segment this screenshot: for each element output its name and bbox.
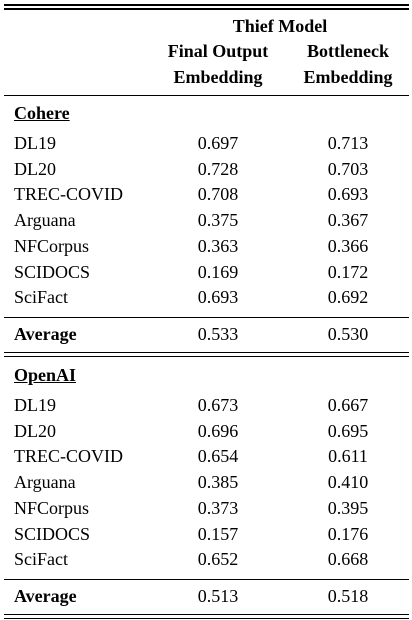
average-value: 0.530: [327, 323, 369, 344]
cell-value: 0.176: [327, 523, 369, 544]
cell-value: 0.697: [197, 133, 239, 153]
row-label: NFCorpus: [14, 235, 90, 256]
cell-value: 0.728: [197, 158, 239, 179]
row-label: DL20: [14, 158, 56, 179]
row-label: DL20: [14, 420, 56, 441]
cell-value: 0.693: [327, 184, 369, 205]
cell-value: 0.695: [327, 420, 369, 441]
group-header: Thief Model: [232, 16, 328, 36]
cell-value: 0.157: [197, 523, 239, 544]
row-label: SciFact: [14, 549, 68, 570]
row-label: TREC-COVID: [14, 446, 123, 467]
cell-value: 0.611: [328, 446, 368, 467]
cell-value: 0.667: [327, 395, 369, 415]
row-label: SCIDOCS: [14, 523, 91, 544]
row-label: Arguana: [14, 210, 76, 231]
cell-value: 0.654: [197, 446, 239, 467]
cell-value: 0.713: [327, 133, 369, 153]
cell-value: 0.673: [197, 395, 239, 415]
cell-value: 0.366: [327, 235, 369, 256]
rule: [4, 578, 409, 580]
average-label: Average: [14, 585, 77, 606]
average-value: 0.513: [197, 585, 239, 606]
cell-value: 0.703: [327, 158, 369, 179]
cell-value: 0.668: [327, 549, 369, 570]
cell-value: 0.363: [197, 235, 239, 256]
row-label: SCIDOCS: [14, 261, 91, 282]
rule: [4, 617, 409, 620]
rule: [4, 316, 409, 318]
average-label: Average: [14, 323, 77, 344]
average-value: 0.533: [197, 323, 239, 344]
rule: [4, 95, 409, 96]
rule: [4, 351, 409, 354]
cell-value: 0.410: [327, 472, 369, 493]
row-label: SciFact: [14, 287, 68, 308]
average-value: 0.518: [327, 585, 369, 606]
column-header: Embedding: [173, 67, 263, 87]
rule: [4, 4, 409, 6]
section-title: OpenAI: [14, 365, 77, 385]
row-label: DL19: [14, 395, 56, 415]
column-header: Embedding: [303, 67, 393, 87]
rule: [4, 8, 409, 10]
cell-value: 0.693: [197, 287, 239, 308]
row-label: Arguana: [14, 472, 76, 493]
cell-value: 0.395: [327, 497, 369, 518]
cell-value: 0.692: [327, 287, 369, 308]
column-header: Final Output: [167, 41, 269, 61]
cell-value: 0.169: [197, 261, 239, 282]
cell-value: 0.172: [327, 261, 369, 282]
section-title: Cohere: [14, 103, 70, 123]
cell-value: 0.696: [197, 420, 239, 441]
cell-value: 0.375: [197, 210, 239, 231]
rule: [4, 613, 409, 616]
cell-value: 0.652: [197, 549, 239, 570]
row-label: NFCorpus: [14, 497, 90, 518]
row-label: DL19: [14, 133, 56, 153]
cell-value: 0.708: [197, 184, 239, 205]
rule: [4, 355, 409, 358]
cell-value: 0.373: [197, 497, 239, 518]
row-label: TREC-COVID: [14, 184, 123, 205]
cell-value: 0.385: [197, 472, 239, 493]
cell-value: 0.367: [327, 210, 369, 231]
column-header: Bottleneck: [307, 41, 389, 61]
